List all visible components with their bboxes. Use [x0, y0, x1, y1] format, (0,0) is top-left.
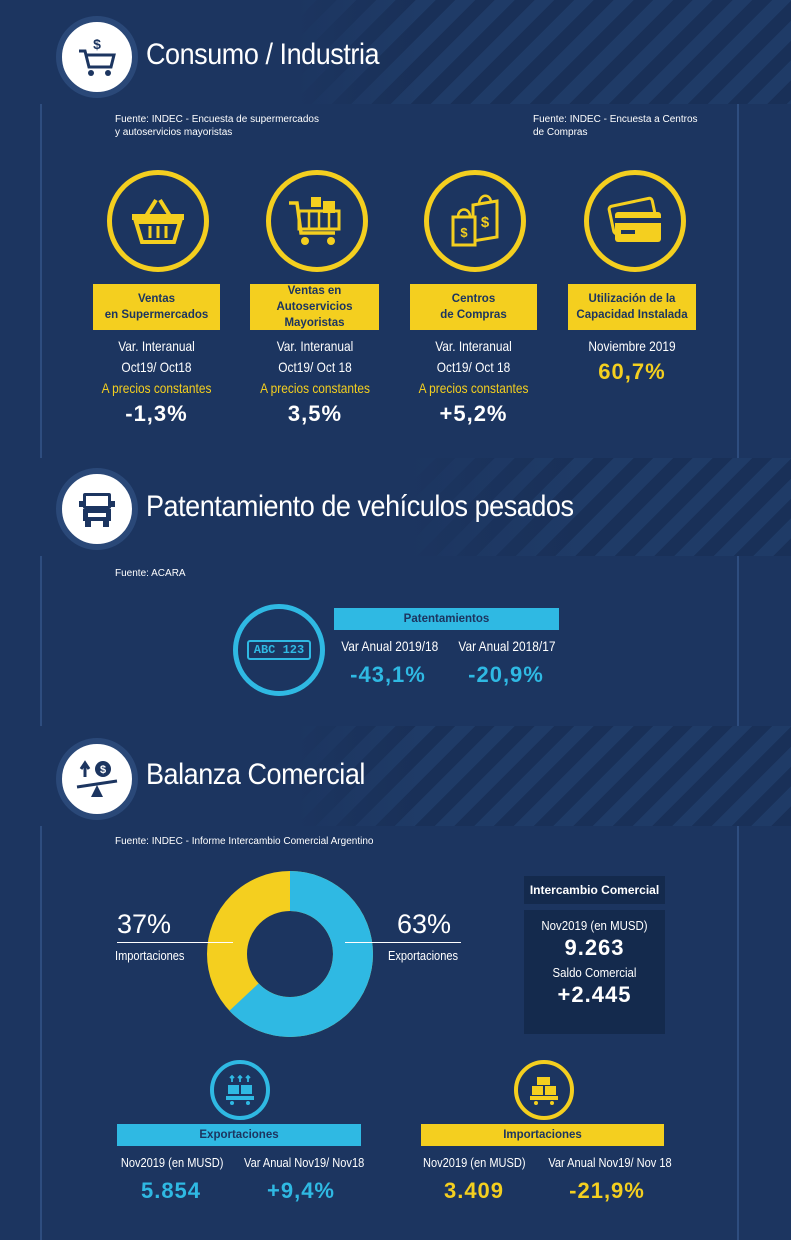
patentamientos-bar: Patentamientos [334, 608, 559, 630]
license-plate-icon: ABC 123 [233, 604, 325, 696]
source-patentamiento: Fuente: ACARA [115, 568, 186, 579]
intercambio-label2: Saldo Comercial [552, 965, 637, 980]
exportaciones-col1-label: Nov2019 (en MUSD) [120, 1155, 224, 1170]
importaciones-col2-label: Var Anual Nov19/ Nov 18 [548, 1155, 672, 1170]
patentamientos-col1-value: -43,1% [350, 662, 426, 687]
card-label-supermercados: Ventas en Supermercados [93, 284, 220, 330]
card-stats-supermercados: Var. Interanual Oct19/ Oct18 A precios c… [83, 336, 230, 429]
source-consumo-right: Fuente: INDEC - Encuesta a Centros de Co… [533, 114, 698, 138]
svg-text:$: $ [460, 225, 468, 240]
frame-line-right [737, 0, 739, 1240]
card-label-centros: Centros de Compras [410, 284, 537, 330]
importaciones-bar: Importaciones [421, 1124, 664, 1146]
exportaciones-col1-value: 5.854 [140, 1178, 202, 1203]
importaciones-col1-label: Nov2019 (en MUSD) [423, 1155, 526, 1170]
svg-text:$: $ [100, 764, 106, 776]
importaciones-col2-value: -21,9% [569, 1178, 645, 1203]
patentamientos-col2-value: -20,9% [468, 662, 544, 687]
truck-icon [56, 468, 138, 550]
donut-import-label: Importaciones [115, 948, 185, 963]
intercambio-value1: 9.263 [564, 935, 625, 960]
intercambio-header: Intercambio Comercial [524, 876, 665, 904]
intercambio-label1: Nov2019 (en MUSD) [541, 918, 648, 933]
importaciones-col1-value: 3.409 [443, 1178, 505, 1203]
exportaciones-bar: Exportaciones [117, 1124, 361, 1146]
export-leader-line [345, 942, 461, 943]
donut-export-pct: 63% [397, 909, 452, 939]
card-stats-capacidad: Noviembre 2019 60,7% [558, 336, 706, 387]
source-balanza: Fuente: INDEC - Informe Intercambio Come… [115, 836, 374, 847]
cart-icon [266, 170, 368, 272]
section-band-consumo [0, 0, 791, 104]
import-boxes-icon [514, 1060, 574, 1120]
frame-line-left [40, 0, 42, 1240]
intercambio-value2: +2.445 [557, 982, 632, 1007]
section-title-consumo: Consumo / Industria [146, 38, 380, 71]
trade-donut-chart [207, 871, 373, 1037]
import-leader-line [117, 942, 233, 943]
shopping-bags-icon: $ $ [424, 170, 526, 272]
intercambio-box: Nov2019 (en MUSD) 9.263 Saldo Comercial … [524, 910, 665, 1034]
card-stats-mayoristas: Var. Interanual Oct19/ Oct 18 A precios … [240, 336, 390, 429]
credit-cards-icon [584, 170, 686, 272]
shopping-cart-dollar-icon: $ [56, 16, 138, 98]
section-title-patentamiento: Patentamiento de vehículos pesados [146, 490, 574, 523]
donut-export-slice [207, 871, 373, 1037]
balance-scale-icon: $ [56, 738, 138, 820]
basket-icon [107, 170, 209, 272]
export-boxes-icon [210, 1060, 270, 1120]
source-consumo-left: Fuente: INDEC - Encuesta de supermercado… [115, 114, 319, 138]
svg-text:$: $ [481, 214, 490, 231]
patentamientos-col2-label: Var Anual 2018/17 [458, 638, 556, 654]
donut-export-label: Exportaciones [388, 948, 459, 963]
donut-import-pct: 37% [117, 909, 172, 939]
card-value-supermercados: -1,3% [125, 401, 188, 426]
card-value-centros: +5,2% [439, 401, 508, 426]
section-title-balanza: Balanza Comercial [146, 758, 365, 791]
card-value-capacidad: 60,7% [598, 359, 666, 384]
card-label-mayoristas: Ventas en Autoservicios Mayoristas [250, 284, 379, 330]
card-stats-centros: Var. Interanual Oct19/ Oct 18 A precios … [400, 336, 547, 429]
svg-text:$: $ [93, 36, 101, 52]
card-label-capacidad: Utilización de la Capacidad Instalada [568, 284, 696, 330]
exportaciones-col2-value: +9,4% [267, 1178, 335, 1203]
card-value-mayoristas: 3,5% [287, 401, 343, 426]
exportaciones-col2-label: Var Anual Nov19/ Nov18 [244, 1155, 365, 1170]
patentamientos-col1-label: Var Anual 2019/18 [341, 638, 439, 654]
